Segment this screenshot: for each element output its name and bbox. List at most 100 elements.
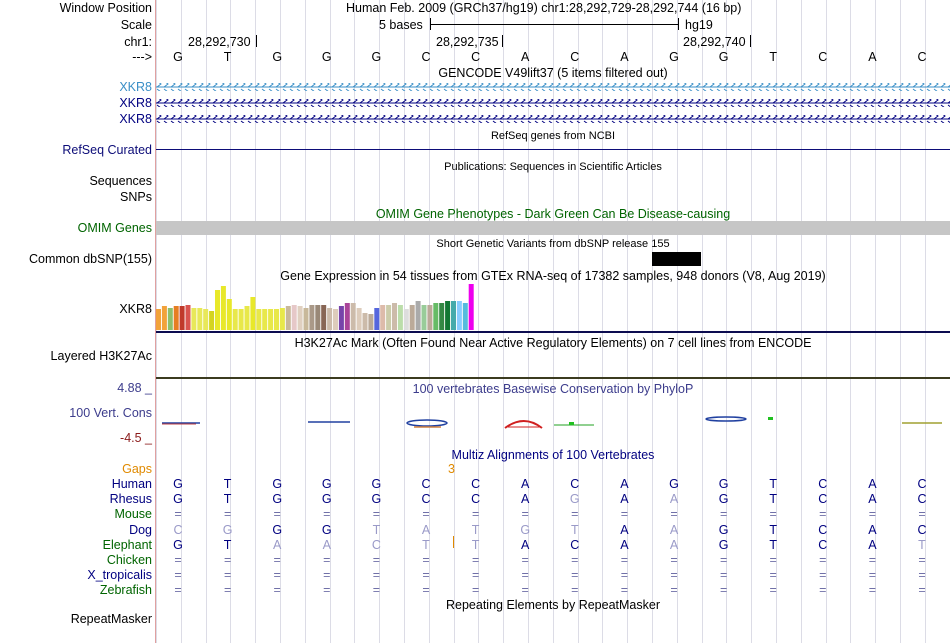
gtex-tissue-bar[interactable] [285,306,291,330]
gtex-tissue-bar[interactable] [421,305,427,330]
gtex-tissue-bar[interactable] [380,305,386,330]
species-label[interactable]: Elephant [102,537,152,552]
gtex-tissue-bar[interactable] [439,303,445,330]
omim-label[interactable]: OMIM Genes [77,221,152,235]
gtex-tissue-bar[interactable] [244,306,250,330]
gtex-tissue-bar[interactable] [274,309,279,330]
aligned-base: C [371,537,381,552]
gtex-tissue-bar[interactable] [356,308,362,330]
gtex-tissue-bar[interactable] [427,305,433,330]
gencode-label-1[interactable]: XKR8 [119,80,152,94]
gtex-tissue-bar[interactable] [362,313,368,330]
gtex-tissue-bar[interactable] [468,284,474,330]
aligned-base: G [321,522,332,537]
gtex-tissue-bar[interactable] [303,308,309,330]
gtex-tissue-bar[interactable] [256,309,262,330]
gtex-tissue-bar[interactable] [203,309,209,330]
dbsnp-label[interactable]: Common dbSNP(155) [29,252,152,266]
gtex-tissue-bar[interactable] [462,303,468,330]
gtex-tissue-bar[interactable] [161,306,167,330]
refseq-gene-line[interactable] [156,149,950,150]
sequences-label[interactable]: Sequences [89,174,152,188]
position-text: Human Feb. 2009 (GRCh37/hg19) chr1:28,29… [346,1,742,15]
aligned-base: = [620,553,629,567]
gtex-tissue-bar[interactable] [232,309,238,330]
gtex-tissue-bar[interactable] [456,301,462,330]
species-label[interactable]: Chicken [106,553,152,567]
gtex-tissue-bar[interactable] [350,303,356,330]
aligned-base: G [371,477,382,491]
gencode-transcripts[interactable] [156,80,950,128]
aligned-base: = [323,507,331,522]
gtex-label[interactable]: XKR8 [119,302,152,316]
gtex-tissue-bar[interactable] [262,309,268,330]
gtex-tissue-bar[interactable] [197,308,203,330]
base-letter: G [371,50,382,64]
h3k27-label[interactable]: Layered H3K27Ac [50,349,152,363]
gtex-tissue-bar[interactable] [185,305,191,330]
gtex-tissue-bar[interactable] [291,305,297,330]
cons-label[interactable]: 100 Vert. Cons [69,406,152,420]
omim-bar[interactable] [156,221,950,235]
species-label[interactable]: X_tropicalis [87,568,152,583]
aligned-base: G [718,537,729,552]
gtex-tissue-bar[interactable] [409,305,415,330]
aligned-base: G [272,477,283,491]
gtex-tissue-bar[interactable] [392,303,397,330]
gtex-tissue-bar[interactable] [368,314,374,330]
gtex-tissue-bar[interactable] [156,309,161,330]
species-label[interactable]: Rhesus [109,492,152,507]
aligned-base: = [571,568,579,583]
gtex-tissue-bar[interactable] [191,308,197,330]
gencode-label-3[interactable]: XKR8 [119,112,152,126]
gtex-tissue-bar[interactable] [451,301,456,330]
gtex-tissue-bar[interactable] [268,309,274,330]
gtex-tissue-bar[interactable] [209,311,215,330]
scale-bar-right [678,18,679,30]
gencode-label-2[interactable]: XKR8 [119,96,152,110]
gtex-tissue-bar[interactable] [238,309,244,330]
dbsnp-variant[interactable] [652,252,701,266]
phylop-plot[interactable] [156,410,950,434]
gtex-tissue-bar[interactable] [415,301,421,330]
refseq-label[interactable]: RefSeq Curated [62,143,152,157]
snps-label[interactable]: SNPs [120,190,152,204]
ruler-tick-label: 28,292,735 [436,35,499,49]
aligned-base: = [620,583,629,598]
gtex-tissue-bar[interactable] [226,299,232,330]
gtex-tissue-bar[interactable] [173,306,179,330]
gtex-tissue-bar[interactable] [297,306,303,330]
gtex-tissue-bar[interactable] [333,309,338,330]
gtex-tissue-bar[interactable] [403,309,409,330]
gtex-tissue-bar[interactable] [215,290,220,330]
gtex-tissue-bar[interactable] [344,303,350,330]
gtex-tissue-bar[interactable] [445,301,451,330]
elephant-gap-marker [453,536,454,548]
gtex-tissue-bar[interactable] [250,297,256,330]
repeatmasker-label[interactable]: RepeatMasker [70,612,152,626]
publications-track-title: Publications: Sequences in Scientific Ar… [444,161,662,173]
gtex-tissue-bar[interactable] [397,305,403,330]
scale-text: 5 bases [379,18,423,32]
gtex-tissue-bar[interactable] [220,286,226,330]
gtex-tissue-bar[interactable] [309,305,315,330]
species-label[interactable]: Human [111,477,152,491]
base-letter: G [173,50,183,64]
gtex-tissue-bar[interactable] [433,303,439,330]
gtex-tissue-bar[interactable] [338,306,344,330]
gtex-tissue-bar[interactable] [327,308,333,330]
gtex-tissue-bar[interactable] [374,308,380,330]
browser-image[interactable]: Human Feb. 2009 (GRCh37/hg19) chr1:28,29… [156,0,950,643]
gtex-tissue-bar[interactable] [315,305,321,330]
species-label[interactable]: Mouse [114,507,152,522]
gtex-bars[interactable] [156,284,950,330]
species-label[interactable]: Zebrafish [99,583,152,598]
gtex-tissue-bar[interactable] [167,308,173,330]
gtex-tissue-bar[interactable] [321,305,327,330]
gtex-tissue-bar[interactable] [386,305,392,330]
species-label[interactable]: Dog [129,522,152,537]
gtex-tissue-bar[interactable] [279,308,285,330]
aligned-base: C [818,477,828,491]
gtex-tissue-bar[interactable] [179,306,185,330]
